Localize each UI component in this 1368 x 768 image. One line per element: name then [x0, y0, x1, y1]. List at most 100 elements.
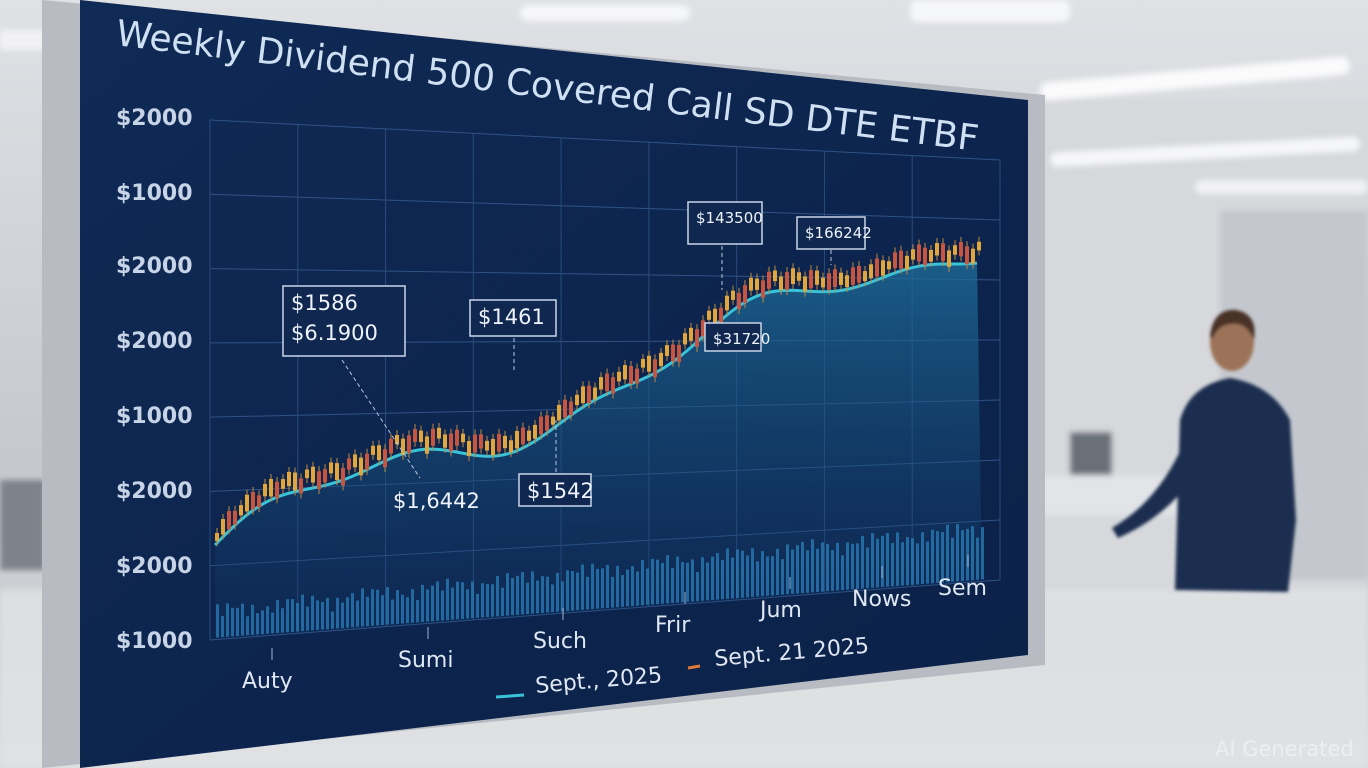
candle [293, 472, 297, 491]
y-label: $2000 [116, 254, 193, 279]
y-label: $1000 [116, 629, 193, 654]
volume-bar [216, 604, 219, 638]
volume-bar [571, 570, 574, 611]
ceiling-light [1050, 136, 1360, 167]
volume-bar [241, 603, 244, 636]
volume-bar [791, 549, 794, 594]
volume-bar [491, 584, 494, 617]
volume-bar [271, 612, 274, 634]
candle [821, 277, 825, 288]
candle [569, 401, 573, 416]
volume-bar [796, 545, 799, 594]
volume-bar [516, 575, 519, 615]
candle [749, 277, 753, 291]
volume-bar [856, 543, 859, 589]
volume-bar [866, 547, 869, 589]
volume-bar [296, 602, 299, 632]
legend-swatch [495, 693, 525, 699]
leader-line [341, 359, 421, 479]
chair-bg [0, 480, 45, 570]
volume-bar [381, 595, 384, 626]
volume-bar [751, 548, 754, 597]
candle [239, 505, 243, 516]
volume-bar [506, 573, 509, 616]
candle [887, 261, 891, 270]
candle [677, 344, 681, 363]
candle [443, 434, 447, 448]
x-label: Such [533, 629, 587, 654]
candle [707, 310, 711, 320]
candle [401, 438, 405, 455]
person-body [1175, 378, 1296, 592]
y-label: $1000 [116, 404, 193, 429]
volume-bar [931, 529, 934, 584]
candle [905, 255, 909, 270]
candle [935, 243, 939, 256]
candle [389, 438, 393, 454]
volume-bar [616, 565, 619, 608]
annotation-text: $166242 [805, 224, 872, 242]
volume-bar [461, 582, 464, 619]
volume-bar [231, 607, 234, 637]
candle [701, 320, 705, 337]
candle [815, 270, 819, 285]
candle [467, 440, 471, 457]
volume-bar [391, 599, 394, 625]
volume-bar [936, 531, 939, 583]
volume-bar [416, 600, 419, 623]
candle [713, 308, 717, 324]
annotation-text: $1,6442 [393, 489, 480, 513]
candle [455, 429, 459, 446]
volume-bar [676, 556, 679, 603]
annotation-box [282, 285, 406, 357]
candle [557, 404, 561, 421]
volume-bar [701, 557, 704, 601]
candle [737, 292, 741, 310]
volume-bar [646, 568, 649, 605]
grid-line [209, 119, 1001, 161]
volume-bar [671, 567, 674, 603]
y-label: $2000 [116, 479, 193, 504]
volume-bar [681, 561, 684, 603]
volume-bar [626, 569, 629, 607]
volume-bar [251, 604, 254, 635]
candle [587, 385, 591, 404]
candle [479, 434, 483, 449]
volume-bar [946, 524, 949, 583]
volume-bar [521, 572, 524, 615]
candle [917, 244, 921, 262]
volume-bar [456, 581, 459, 620]
volume-bar [801, 541, 804, 594]
volume-bar [371, 589, 374, 626]
candle [869, 264, 873, 279]
annotation-text: $1542 [527, 479, 594, 503]
annotation-box [687, 201, 763, 245]
annotation-box [469, 299, 557, 337]
volume-bar [526, 582, 529, 614]
candle [425, 436, 429, 454]
candle [365, 453, 369, 470]
volume-bar [361, 588, 364, 627]
volume-bar [596, 568, 599, 609]
candle [521, 427, 525, 445]
volume-bar [741, 550, 744, 598]
volume-bar [326, 597, 329, 630]
volume-bar [771, 556, 774, 596]
candle [647, 355, 651, 372]
volume-bar [286, 599, 289, 633]
candle [407, 435, 411, 454]
candle [779, 276, 783, 290]
volume-bar [446, 578, 449, 621]
annotation-text: $31720 [713, 330, 770, 348]
volume-bar [246, 616, 249, 636]
candle [575, 394, 579, 406]
person-hair [1210, 309, 1255, 340]
volume-bar [711, 556, 714, 600]
watermark: AI Generated [1215, 737, 1354, 761]
x-label: Jum [758, 598, 802, 623]
person-arm [1112, 440, 1198, 538]
candle [395, 435, 399, 445]
annotation-box [796, 216, 866, 250]
volume-bar [896, 532, 899, 586]
